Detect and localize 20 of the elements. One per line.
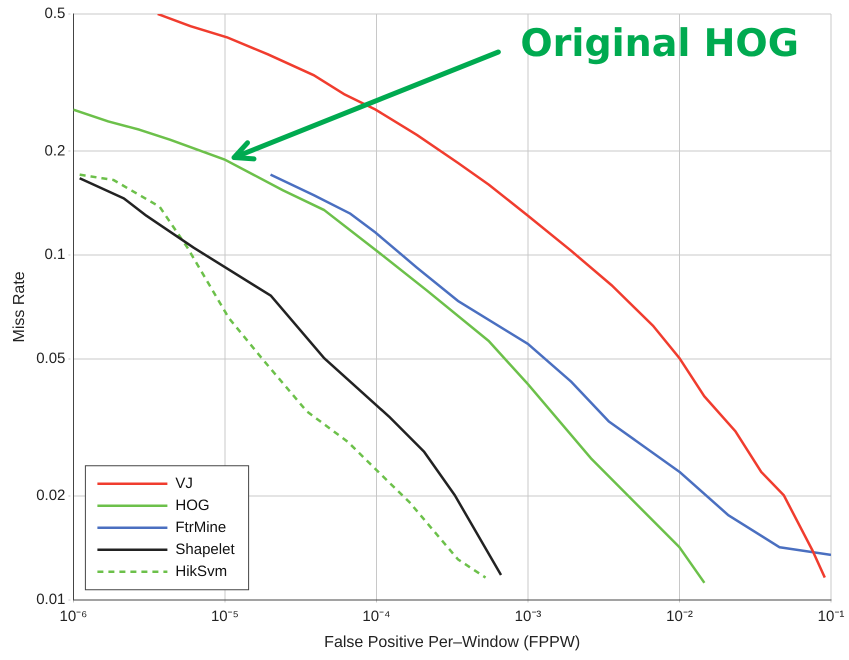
x-tick-label: 10⁻⁵ [210, 608, 239, 625]
x-tick-label: 10⁻¹ [818, 608, 844, 625]
y-tick-label: 0.2 [44, 142, 66, 160]
legend-label: HikSvm [175, 562, 228, 580]
legend-label: Shapelet [175, 540, 236, 558]
x-tick-label: 10⁻⁶ [59, 608, 88, 625]
y-axis-title: Miss Rate [11, 271, 28, 342]
y-tick-label: 0.02 [36, 487, 66, 504]
x-tick-label: 10⁻³ [514, 608, 542, 625]
x-tick-label: 10⁻² [666, 608, 693, 625]
x-tick-label: 10⁻⁴ [362, 608, 391, 625]
legend-label: VJ [175, 474, 193, 492]
x-axis-title: False Positive Per–Window (FPPW) [324, 634, 580, 651]
annotation: Original HOG [520, 20, 799, 65]
y-tick-label: 0.05 [36, 350, 66, 367]
y-tick-label: 0.01 [36, 590, 66, 608]
legend-label: FtrMine [175, 518, 226, 536]
y-tick-label: 0.1 [44, 246, 66, 264]
y-tick-label: 0.5 [44, 5, 66, 22]
legend-label: HOG [175, 496, 210, 514]
